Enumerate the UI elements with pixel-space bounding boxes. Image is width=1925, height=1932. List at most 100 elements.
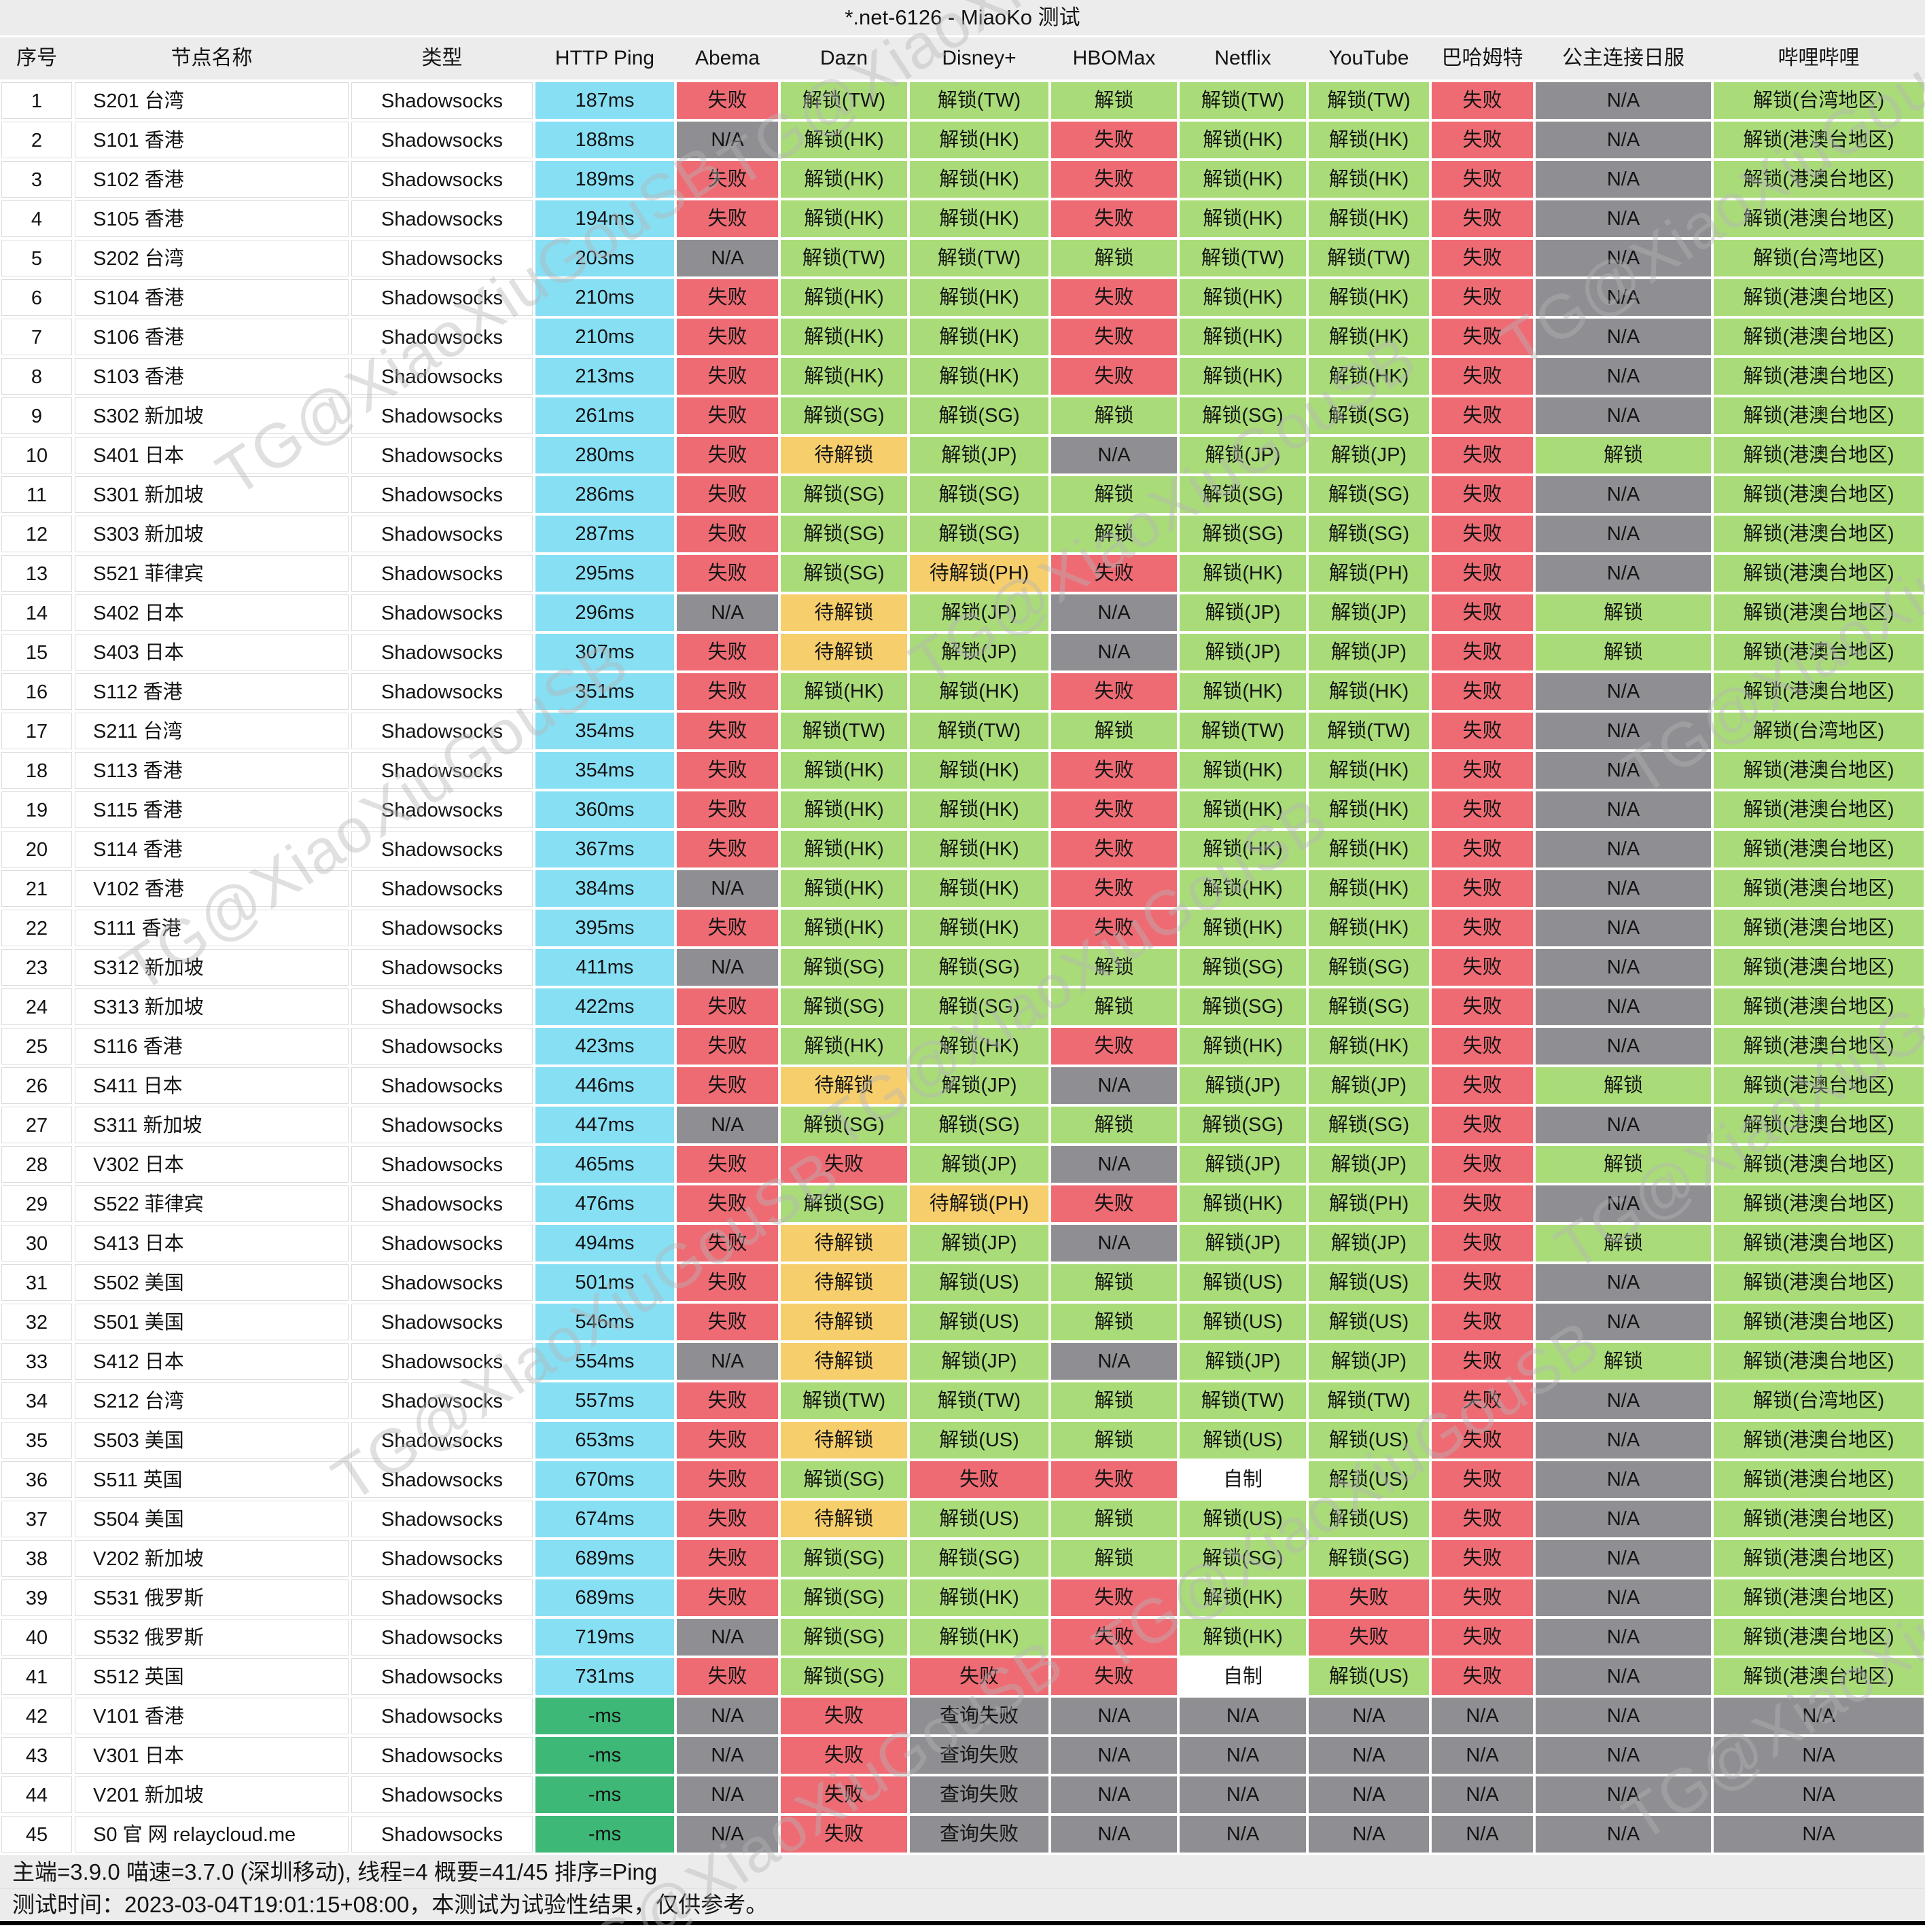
cell-bilibili: 解锁(港澳台地区) — [1714, 1028, 1924, 1065]
cell-dazn: 解锁(HK) — [781, 870, 907, 907]
cell-dazn: 解锁(HK) — [781, 319, 907, 355]
cell-princess-connect: 解锁 — [1536, 594, 1711, 631]
row-number: 22 — [1, 910, 72, 946]
node-name: S313 新加坡 — [75, 988, 349, 1025]
row-number: 15 — [1, 634, 72, 670]
cell-bilibili: 解锁(港澳台地区) — [1714, 752, 1924, 789]
cell-youtube: 解锁(TW) — [1309, 240, 1429, 276]
node-name: V101 香港 — [75, 1698, 349, 1734]
cell-hbomax: 失败 — [1051, 1028, 1177, 1065]
cell-abema: 失败 — [677, 516, 778, 552]
ping-cell: 203ms — [535, 240, 674, 276]
cell-hbomax: 失败 — [1051, 319, 1177, 355]
node-type: Shadowsocks — [351, 200, 533, 237]
cell-dazn: 待解锁 — [781, 1343, 907, 1380]
cell-abema: 失败 — [677, 1264, 778, 1301]
node-type: Shadowsocks — [351, 1422, 533, 1459]
table-row: 23 S312 新加坡 Shadowsocks 411ms N/A 解锁(SG) 解锁(SG… — [1, 949, 1924, 986]
cell-netflix: 解锁(HK) — [1180, 122, 1306, 158]
cell-princess-connect: N/A — [1536, 319, 1711, 355]
node-name: S114 香港 — [75, 831, 349, 867]
ping-cell: 423ms — [535, 1028, 674, 1065]
cell-dazn: 解锁(SG) — [781, 555, 907, 592]
cell-princess-connect: N/A — [1536, 870, 1711, 907]
table-row: 37 S504 美国 Shadowsocks 674ms 失败 待解锁 解锁(US) 解锁 解锁… — [1, 1501, 1924, 1537]
cell-princess-connect: N/A — [1536, 122, 1711, 158]
ping-cell: 189ms — [535, 161, 674, 198]
cell-abema: 失败 — [677, 1225, 778, 1262]
cell-hbomax: N/A — [1051, 1737, 1177, 1774]
table-row: 25 S116 香港 Shadowsocks 423ms 失败 解锁(HK) 解锁(HK) 失… — [1, 1028, 1924, 1065]
cell-princess-connect: N/A — [1536, 82, 1711, 119]
ping-cell: 731ms — [535, 1658, 674, 1695]
cell-princess-connect: N/A — [1536, 1619, 1711, 1656]
node-name: S201 台湾 — [75, 82, 349, 119]
cell-dazn: 待解锁 — [781, 1225, 907, 1262]
cell-princess-connect: N/A — [1536, 161, 1711, 198]
cell-abema: 失败 — [677, 279, 778, 316]
row-number: 19 — [1, 791, 72, 828]
node-name: S522 菲律宾 — [75, 1185, 349, 1222]
cell-bahamut: 失败 — [1432, 358, 1533, 395]
table-row: 43 V301 日本 Shadowsocks -ms N/A 失败 查询失败 N/A N/A N/… — [1, 1737, 1924, 1774]
cell-bahamut: 失败 — [1432, 713, 1533, 749]
ping-cell: 287ms — [535, 516, 674, 552]
table-row: 5 S202 台湾 Shadowsocks 203ms N/A 解锁(TW) 解锁(TW) 解… — [1, 240, 1924, 276]
cell-disneyplus: 解锁(HK) — [910, 358, 1048, 395]
cell-princess-connect: N/A — [1536, 988, 1711, 1025]
node-type: Shadowsocks — [351, 1225, 533, 1262]
cell-princess-connect: 解锁 — [1536, 437, 1711, 473]
ping-cell: 447ms — [535, 1107, 674, 1143]
cell-dazn: 失败 — [781, 1776, 907, 1813]
cell-princess-connect: 解锁 — [1536, 1146, 1711, 1183]
cell-princess-connect: N/A — [1536, 476, 1711, 513]
cell-bilibili: 解锁(港澳台地区) — [1714, 870, 1924, 907]
cell-netflix: 解锁(HK) — [1180, 161, 1306, 198]
cell-disneyplus: 解锁(HK) — [910, 200, 1048, 237]
cell-princess-connect: N/A — [1536, 713, 1711, 749]
cell-netflix: 解锁(TW) — [1180, 1382, 1306, 1419]
cell-bahamut: 失败 — [1432, 870, 1533, 907]
cell-disneyplus: 解锁(SG) — [910, 949, 1048, 986]
table-row: 36 S511 英国 Shadowsocks 670ms 失败 解锁(SG) 失败 失败 自制解… — [1, 1461, 1924, 1498]
bottom-strip — [0, 1921, 1925, 1925]
cell-princess-connect: N/A — [1536, 673, 1711, 710]
table-row: 12 S303 新加坡 Shadowsocks 287ms 失败 解锁(SG) 解锁(SG)… — [1, 516, 1924, 552]
ping-cell: 367ms — [535, 831, 674, 867]
cell-bahamut: 失败 — [1432, 949, 1533, 986]
ping-cell: 307ms — [535, 634, 674, 670]
node-type: Shadowsocks — [351, 1816, 533, 1853]
cell-bahamut: 失败 — [1432, 1658, 1533, 1695]
cell-abema: 失败 — [677, 752, 778, 789]
node-name: S212 台湾 — [75, 1382, 349, 1419]
node-type: Shadowsocks — [351, 279, 533, 316]
cell-netflix: N/A — [1180, 1776, 1306, 1813]
cell-hbomax: 失败 — [1051, 358, 1177, 395]
cell-netflix: 解锁(HK) — [1180, 673, 1306, 710]
table-row: 32 S501 美国 Shadowsocks 546ms 失败 待解锁 解锁(US) 解锁 解锁… — [1, 1304, 1924, 1340]
cell-dazn: 解锁(TW) — [781, 240, 907, 276]
node-name: S101 香港 — [75, 122, 349, 158]
cell-bilibili: 解锁(港澳台地区) — [1714, 161, 1924, 198]
cell-princess-connect: 解锁 — [1536, 1343, 1711, 1380]
cell-bilibili: 解锁(港澳台地区) — [1714, 1461, 1924, 1498]
cell-princess-connect: N/A — [1536, 1382, 1711, 1419]
row-number: 2 — [1, 122, 72, 158]
row-number: 13 — [1, 555, 72, 592]
node-type: Shadowsocks — [351, 831, 533, 867]
cell-abema: N/A — [677, 1737, 778, 1774]
cell-hbomax: 解锁 — [1051, 1501, 1177, 1537]
cell-bahamut: 失败 — [1432, 161, 1533, 198]
table-row: 29 S522 菲律宾 Shadowsocks 476ms 失败 解锁(SG) 待解锁(PH… — [1, 1185, 1924, 1222]
column-header-netflix: Netflix — [1214, 47, 1271, 69]
cell-hbomax: 失败 — [1051, 752, 1177, 789]
cell-bahamut: 失败 — [1432, 1343, 1533, 1380]
ping-cell: 395ms — [535, 910, 674, 946]
cell-dazn: 解锁(SG) — [781, 1185, 907, 1222]
node-name: V201 新加坡 — [75, 1776, 349, 1813]
node-type: Shadowsocks — [351, 1698, 533, 1734]
cell-hbomax: 失败 — [1051, 555, 1177, 592]
row-number: 18 — [1, 752, 72, 789]
node-name: S106 香港 — [75, 319, 349, 355]
cell-netflix: 解锁(HK) — [1180, 200, 1306, 237]
